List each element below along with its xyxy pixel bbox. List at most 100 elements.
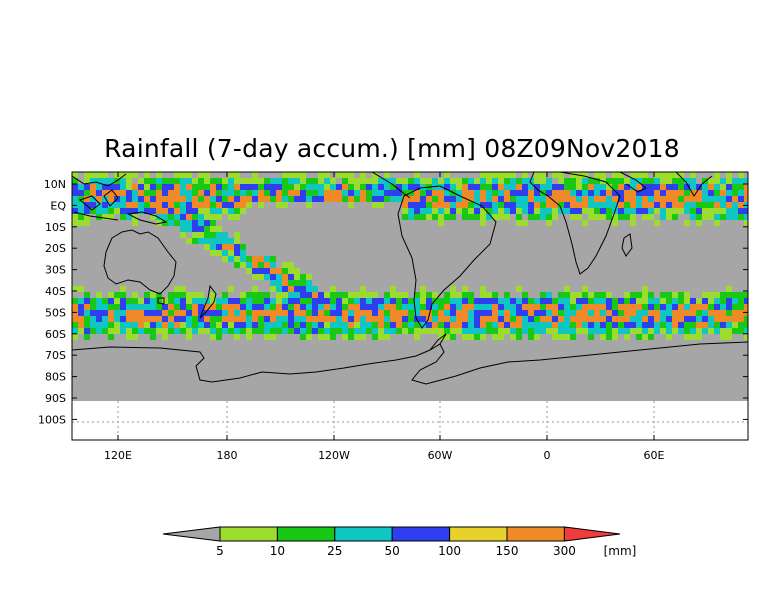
rain-cell: [576, 310, 582, 316]
rain-cell: [372, 196, 378, 202]
rain-cell: [534, 316, 540, 322]
rain-cell: [498, 202, 504, 208]
rain-cell: [444, 172, 450, 178]
rain-cell: [666, 178, 672, 184]
rain-cell: [516, 184, 522, 190]
rain-cell: [246, 292, 252, 298]
rain-cell: [534, 208, 540, 214]
rain-cell: [114, 328, 120, 334]
rain-cell: [288, 262, 294, 268]
rain-cell: [360, 286, 366, 292]
rain-cell: [174, 220, 180, 226]
colorbar-segment: [563, 526, 621, 542]
rain-cell: [426, 298, 432, 304]
rain-cell: [366, 298, 372, 304]
rain-cell: [366, 184, 372, 190]
rain-cell: [552, 190, 558, 196]
rain-cell: [348, 304, 354, 310]
rain-cell: [234, 298, 240, 304]
rain-cell: [192, 316, 198, 322]
rain-cell: [258, 274, 264, 280]
rain-cell: [204, 190, 210, 196]
rain-cell: [186, 334, 192, 340]
rain-cell: [156, 298, 162, 304]
rain-cell: [240, 190, 246, 196]
rain-cell: [612, 172, 618, 178]
rain-cell: [480, 220, 486, 226]
rain-cell: [342, 310, 348, 316]
rain-cell: [336, 190, 342, 196]
rain-cell: [96, 322, 102, 328]
rain-cell: [600, 310, 606, 316]
rain-cell: [642, 298, 648, 304]
rain-cell: [270, 190, 276, 196]
rain-cell: [282, 190, 288, 196]
rain-cell: [120, 208, 126, 214]
rain-cell: [174, 184, 180, 190]
rain-cell: [690, 196, 696, 202]
rain-cell: [408, 304, 414, 310]
rain-cell: [564, 208, 570, 214]
rain-cell: [210, 310, 216, 316]
rain-cell: [564, 286, 570, 292]
rain-cell: [384, 298, 390, 304]
rain-cell: [660, 322, 666, 328]
rain-cell: [396, 184, 402, 190]
colorbar-label: 100: [438, 544, 461, 558]
rain-cell: [606, 310, 612, 316]
rain-cell: [216, 208, 222, 214]
rain-cell: [450, 298, 456, 304]
rain-cell: [288, 196, 294, 202]
rain-cell: [78, 196, 84, 202]
rain-cell: [84, 322, 90, 328]
rain-cell: [246, 322, 252, 328]
rain-cell: [282, 316, 288, 322]
rain-cell: [156, 214, 162, 220]
rain-cell: [444, 316, 450, 322]
rain-cell: [426, 214, 432, 220]
rain-cell: [372, 316, 378, 322]
rain-cell: [738, 310, 744, 316]
rain-cell: [636, 208, 642, 214]
rain-cell: [330, 304, 336, 310]
rain-cell: [204, 220, 210, 226]
rain-cell: [738, 178, 744, 184]
rain-cell: [558, 304, 564, 310]
rain-cell: [528, 304, 534, 310]
rain-cell: [180, 190, 186, 196]
colorbar-segment: [219, 526, 278, 542]
rain-cell: [246, 268, 252, 274]
rain-cell: [204, 172, 210, 178]
rain-cell: [198, 190, 204, 196]
rain-cell: [138, 310, 144, 316]
colorbar-label: 300: [553, 544, 576, 558]
rain-cell: [516, 316, 522, 322]
rain-cell: [738, 322, 744, 328]
rain-cell: [570, 310, 576, 316]
rain-cell: [414, 322, 420, 328]
rain-cell: [408, 322, 414, 328]
rain-cell: [414, 172, 420, 178]
rain-cell: [264, 334, 270, 340]
rain-cell: [282, 262, 288, 268]
rain-cell: [240, 298, 246, 304]
rain-cell: [396, 304, 402, 310]
rain-cell: [96, 304, 102, 310]
rain-cell: [378, 202, 384, 208]
rain-cell: [342, 178, 348, 184]
rain-cell: [702, 190, 708, 196]
rain-cell: [300, 304, 306, 310]
rain-cell: [720, 214, 726, 220]
rain-cell: [666, 304, 672, 310]
rain-cell: [516, 178, 522, 184]
rain-cell: [132, 298, 138, 304]
rain-cell: [546, 214, 552, 220]
rain-cell: [198, 292, 204, 298]
rain-cell: [426, 316, 432, 322]
rain-cell: [486, 190, 492, 196]
rain-cell: [582, 328, 588, 334]
rain-cell: [330, 190, 336, 196]
rain-cell: [564, 328, 570, 334]
rain-cell: [324, 292, 330, 298]
rain-cell: [150, 322, 156, 328]
